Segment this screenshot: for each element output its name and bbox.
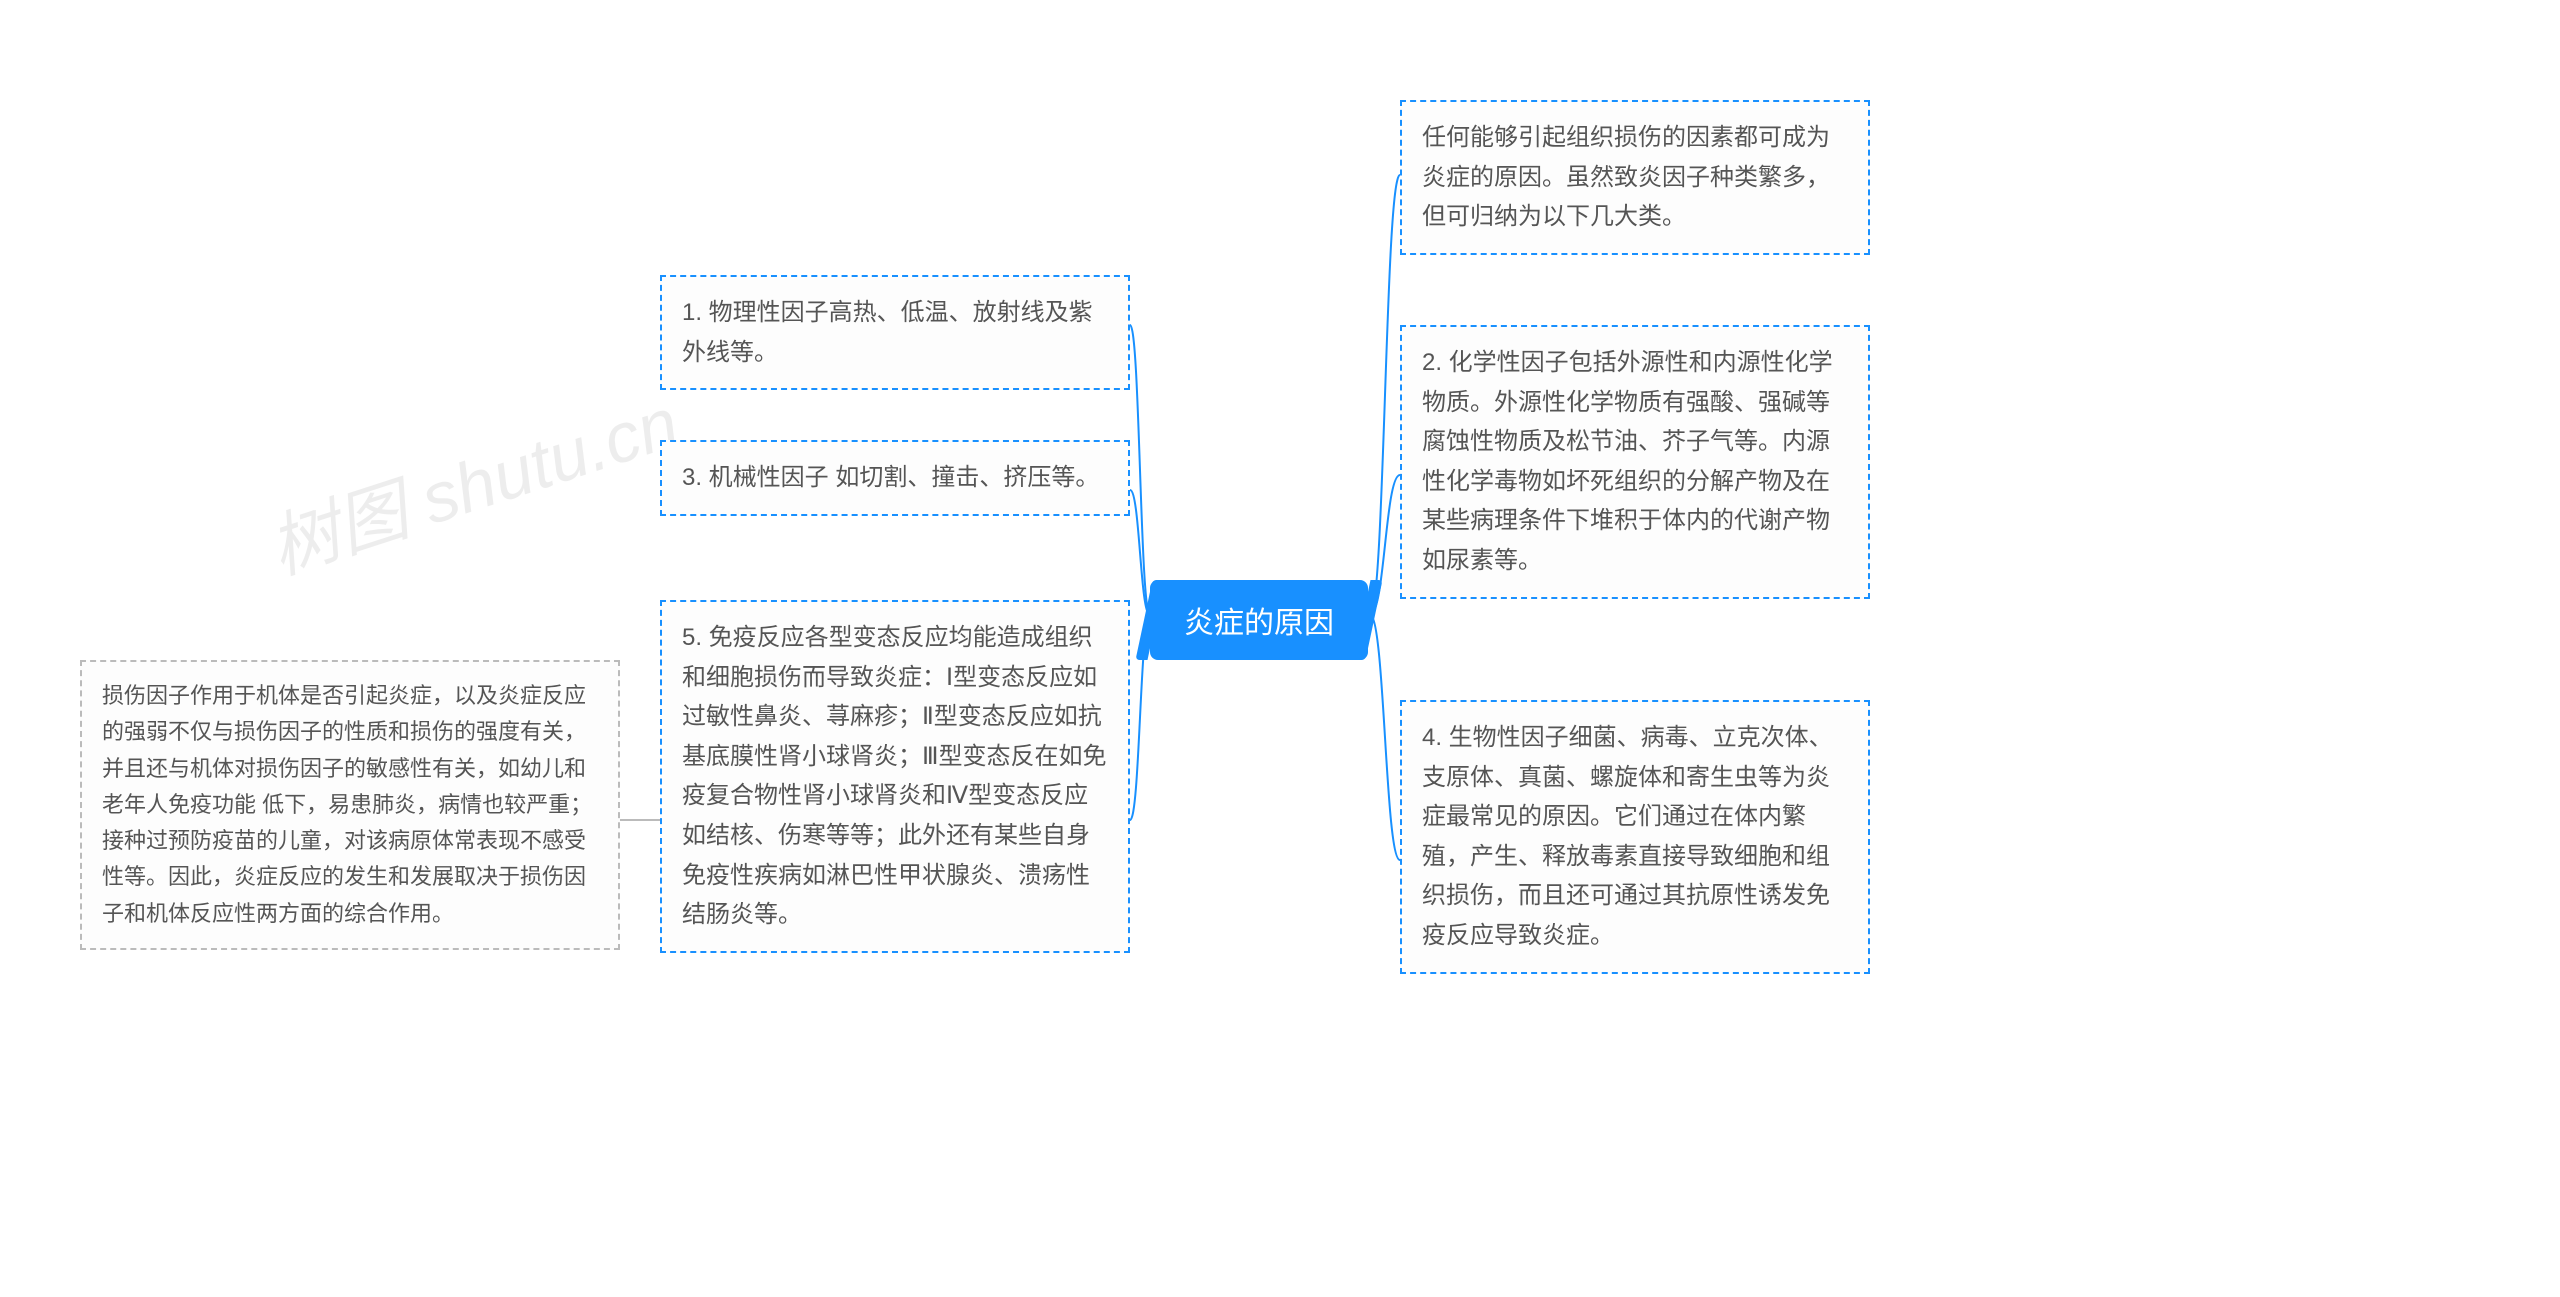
node-text: 4. 生物性因子细菌、病毒、立克次体、支原体、真菌、螺旋体和寄生虫等为炎症最常见… xyxy=(1422,724,1833,949)
node-text: 1. 物理性因子高热、低温、放射线及紫外线等。 xyxy=(682,299,1093,366)
connector xyxy=(1130,325,1150,615)
node-text: 2. 化学性因子包括外源性和内源性化学物质。外源性化学物质有强酸、强碱等腐蚀性物… xyxy=(1422,349,1833,574)
node-biological[interactable]: 4. 生物性因子细菌、病毒、立克次体、支原体、真菌、螺旋体和寄生虫等为炎症最常见… xyxy=(1400,700,1870,974)
node-chemical[interactable]: 2. 化学性因子包括外源性和内源性化学物质。外源性化学物质有强酸、强碱等腐蚀性物… xyxy=(1400,325,1870,599)
node-intro[interactable]: 任何能够引起组织损伤的因素都可成为炎症的原因。虽然致炎因子种类繁多，但可归纳为以… xyxy=(1400,100,1870,255)
connector xyxy=(1370,615,1400,860)
root-node[interactable]: 炎症的原因 xyxy=(1150,580,1368,660)
node-grandchild[interactable]: 损伤因子作用于机体是否引起炎症，以及炎症反应的强弱不仅与损伤因子的性质和损伤的强… xyxy=(80,660,620,950)
node-mechanical[interactable]: 3. 机械性因子 如切割、撞击、挤压等。 xyxy=(660,440,1130,516)
node-text: 3. 机械性因子 如切割、撞击、挤压等。 xyxy=(682,464,1099,491)
node-text: 任何能够引起组织损伤的因素都可成为炎症的原因。虽然致炎因子种类繁多，但可归纳为以… xyxy=(1422,124,1830,230)
node-text: 损伤因子作用于机体是否引起炎症，以及炎症反应的强弱不仅与损伤因子的性质和损伤的强… xyxy=(102,683,592,926)
node-immune[interactable]: 5. 免疫反应各型变态反应均能造成组织和细胞损伤而导致炎症：Ⅰ型变态反应如过敏性… xyxy=(660,600,1130,953)
connector xyxy=(1370,175,1400,615)
watermark: 树图 shutu.cn xyxy=(255,367,690,594)
root-label: 炎症的原因 xyxy=(1184,607,1334,640)
node-text: 5. 免疫反应各型变态反应均能造成组织和细胞损伤而导致炎症：Ⅰ型变态反应如过敏性… xyxy=(682,624,1107,928)
connector xyxy=(1130,490,1150,615)
node-physical[interactable]: 1. 物理性因子高热、低温、放射线及紫外线等。 xyxy=(660,275,1130,390)
